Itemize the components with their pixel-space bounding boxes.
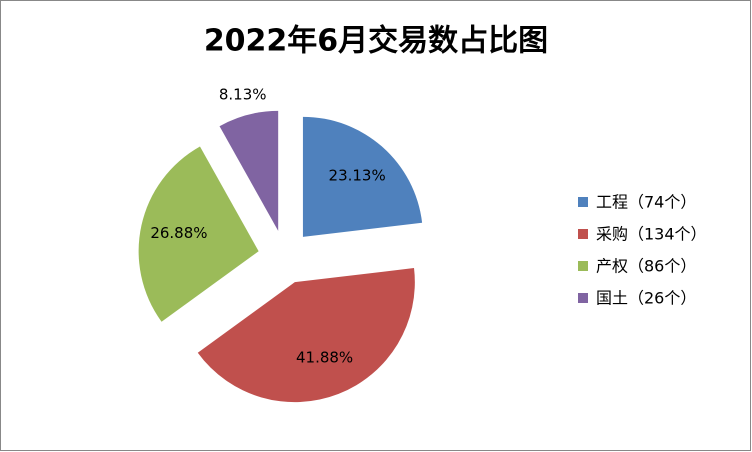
pie-slice (197, 268, 415, 403)
legend-label: 国土（26个） (596, 289, 696, 308)
pie-slice (138, 146, 259, 322)
pie-slice (219, 110, 279, 231)
pie-slice (302, 116, 423, 237)
data-label: 23.13% (329, 166, 386, 184)
data-label: 41.88% (296, 349, 353, 367)
chart-title: 2022年6月交易数占比图 (204, 24, 548, 59)
data-label: 26.88% (150, 224, 207, 242)
legend-swatch (578, 261, 588, 271)
data-label: 8.13% (219, 86, 267, 104)
legend-label: 采购（134个） (596, 225, 707, 244)
legend-swatch (578, 229, 588, 239)
legend-swatch (578, 197, 588, 207)
legend-swatch (578, 293, 588, 303)
legend-label: 工程（74个） (596, 193, 696, 212)
legend-label: 产权（86个） (596, 257, 696, 276)
